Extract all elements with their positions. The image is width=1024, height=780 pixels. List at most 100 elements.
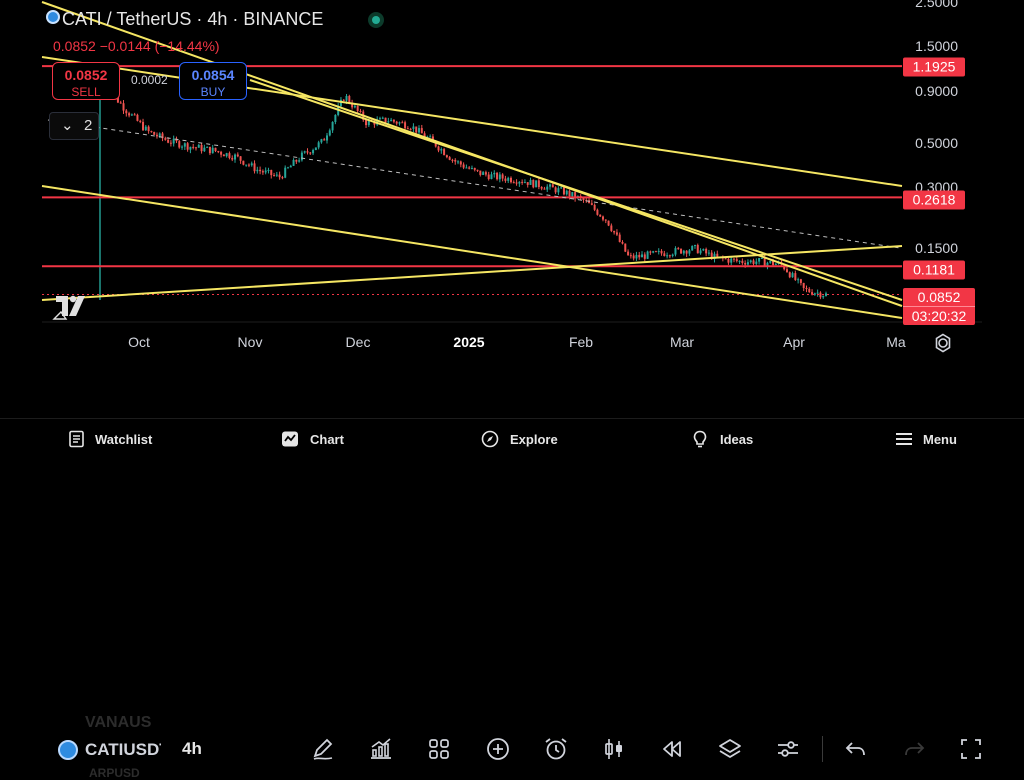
candle-body (496, 172, 499, 180)
candle-body (256, 169, 259, 172)
candle-body (264, 170, 267, 173)
candle-body (292, 159, 295, 166)
candle-body (147, 126, 150, 132)
interval-selector[interactable]: 4h (182, 739, 202, 758)
candle-body (169, 142, 172, 144)
candle-body (816, 292, 819, 294)
candle-body (236, 154, 239, 157)
candle-body (518, 181, 521, 184)
chart-area[interactable]: CATI / TetherUS · 4h · BINANCE 0.0852 −0… (0, 0, 1024, 360)
candle-body (286, 167, 289, 169)
sell-label: SELL (71, 85, 101, 99)
price-chart[interactable] (0, 0, 1024, 360)
buy-button[interactable]: 0.0854 BUY (179, 62, 247, 100)
indicators-toggle[interactable]: ⌄ 2 (49, 112, 99, 140)
candle-body (484, 172, 487, 175)
candle-body (334, 114, 337, 122)
candle-body (685, 250, 688, 254)
hamburger-icon (896, 433, 912, 445)
candle-body (401, 122, 404, 124)
fullscreen-button[interactable] (958, 736, 984, 762)
object-tree-button[interactable] (717, 736, 743, 762)
symbol-selector[interactable]: CATIUSDT (85, 740, 161, 759)
candle-body (582, 197, 585, 201)
candle-body (741, 260, 744, 263)
candle-body (571, 192, 574, 197)
nav-chart[interactable]: Chart (281, 431, 344, 447)
nav-watchlist[interactable]: Watchlist (68, 430, 152, 448)
level-tag-3: 0.1181 (903, 260, 965, 280)
drawing-tools-button[interactable] (310, 736, 336, 762)
candle-body (654, 251, 657, 253)
candle-body (627, 251, 630, 256)
candle-body (772, 260, 775, 266)
candle-body (501, 174, 504, 179)
candle-body (599, 214, 602, 217)
chart-settings-icon[interactable] (933, 333, 953, 353)
candle-body (677, 248, 680, 250)
candle-body (367, 120, 370, 126)
candle-body (200, 144, 203, 152)
candle-body (574, 192, 577, 199)
spread-value: 0.0002 (131, 73, 168, 87)
candle-body (418, 128, 421, 133)
candle-body (306, 151, 309, 153)
add-symbol-button[interactable] (485, 736, 511, 762)
candle-body (805, 287, 808, 289)
candle-body (699, 250, 702, 254)
candle-body (298, 160, 301, 162)
candle-body (273, 175, 276, 177)
candle-body (565, 190, 568, 195)
x-tick: Dec (345, 334, 371, 350)
candle-body (459, 161, 462, 165)
candle-body (409, 128, 412, 130)
sell-price: 0.0852 (64, 67, 108, 83)
candle-body (730, 258, 733, 263)
candle-body (270, 169, 273, 176)
candle-body (130, 114, 133, 116)
candle-body (596, 209, 599, 215)
candle-body (755, 261, 758, 264)
redo-button[interactable] (901, 736, 927, 762)
replay-button[interactable] (659, 736, 685, 762)
settings-sliders-button[interactable] (775, 736, 801, 762)
candle-body (309, 152, 312, 154)
candle-body (437, 146, 440, 151)
chart-type-button[interactable] (601, 736, 627, 762)
x-tick: Mar (669, 334, 695, 350)
candle-body (551, 184, 554, 188)
candle-body (242, 160, 245, 165)
candle-body (693, 245, 696, 247)
candle-body (119, 102, 122, 104)
candle-body (167, 139, 170, 143)
candle-body (136, 114, 139, 121)
toolbar-divider (822, 736, 823, 762)
candle-body (543, 188, 546, 190)
chart-title[interactable]: CATI / TetherUS · 4h · BINANCE (62, 9, 324, 29)
candle-body (512, 182, 515, 184)
x-tick: 2025 (453, 334, 485, 350)
symbol-scroll-next[interactable]: ARPUSD (89, 766, 140, 780)
sell-button[interactable]: 0.0852 SELL (52, 62, 120, 100)
candle-body (203, 147, 206, 152)
layers-icon (719, 739, 741, 758)
candle-body (769, 260, 772, 263)
candle-body (172, 138, 175, 144)
candle-body (674, 248, 677, 255)
symbol-scroll-previous[interactable]: VANAUS (85, 714, 152, 731)
undo-button[interactable] (843, 736, 869, 762)
indicators-button[interactable] (368, 736, 394, 762)
candle-body (161, 133, 164, 139)
candle-body (788, 272, 791, 278)
candle-body (155, 134, 158, 137)
nav-menu[interactable]: Menu (895, 432, 957, 447)
nav-explore[interactable]: Explore (481, 430, 558, 448)
candle-body (253, 163, 256, 172)
layouts-button[interactable] (426, 736, 452, 762)
nav-explore-label: Explore (510, 432, 558, 447)
candle-body (794, 273, 797, 280)
nav-ideas[interactable]: Ideas (691, 430, 753, 448)
candle-body (261, 171, 264, 173)
chart-line-icon (282, 431, 298, 447)
alert-button[interactable] (543, 736, 569, 762)
